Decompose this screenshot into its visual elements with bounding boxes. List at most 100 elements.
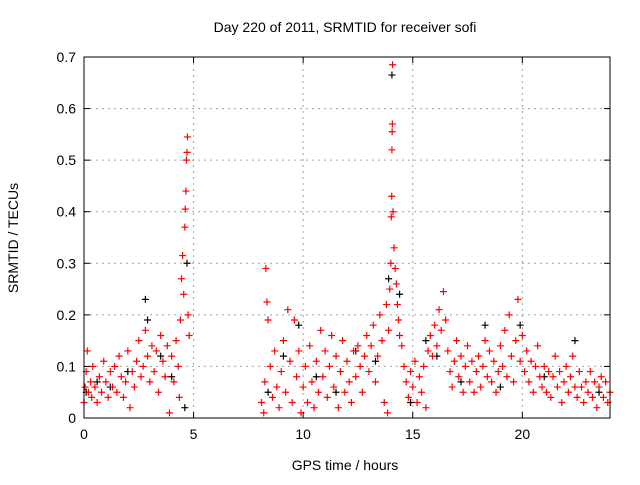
data-point-filtered bbox=[536, 373, 544, 381]
data-point-all bbox=[388, 71, 396, 79]
data-point-filtered bbox=[597, 373, 605, 381]
data-point-filtered bbox=[293, 373, 301, 381]
data-point-filtered bbox=[295, 347, 303, 355]
data-point-filtered bbox=[534, 342, 542, 350]
data-point-all bbox=[181, 404, 189, 412]
data-point-filtered bbox=[299, 383, 307, 391]
data-point-filtered bbox=[428, 352, 436, 360]
data-point-filtered bbox=[582, 378, 590, 386]
data-point-filtered bbox=[413, 399, 421, 407]
data-point-filtered bbox=[148, 342, 156, 350]
data-point-filtered bbox=[450, 357, 458, 365]
data-point-filtered bbox=[139, 362, 147, 370]
data-point-filtered bbox=[315, 388, 323, 396]
data-point-filtered bbox=[182, 187, 190, 195]
data-point-all bbox=[141, 295, 149, 303]
data-point-filtered bbox=[388, 146, 396, 154]
data-point-filtered bbox=[323, 393, 331, 401]
data-point-filtered bbox=[521, 368, 529, 376]
data-point-all bbox=[93, 378, 101, 386]
data-point-filtered bbox=[551, 352, 559, 360]
data-point-all bbox=[183, 259, 191, 267]
data-point-filtered bbox=[264, 316, 272, 324]
data-point-filtered bbox=[503, 373, 511, 381]
data-point-filtered bbox=[157, 331, 165, 339]
y-tick-label: 0.6 bbox=[57, 101, 77, 117]
data-point-filtered bbox=[494, 368, 502, 376]
data-point-filtered bbox=[284, 306, 292, 314]
data-point-all bbox=[371, 357, 379, 365]
data-point-filtered bbox=[163, 342, 171, 350]
data-point-filtered bbox=[150, 368, 158, 376]
data-point-filtered bbox=[446, 368, 454, 376]
data-point-filtered bbox=[319, 373, 327, 381]
data-point-filtered bbox=[102, 378, 110, 386]
data-point-filtered bbox=[538, 383, 546, 391]
data-point-filtered bbox=[385, 326, 393, 334]
data-point-filtered bbox=[275, 404, 283, 412]
data-point-filtered bbox=[130, 383, 138, 391]
data-point-filtered bbox=[144, 352, 152, 360]
x-tick-label: 5 bbox=[190, 426, 198, 442]
data-point-filtered bbox=[387, 259, 395, 267]
data-point-filtered bbox=[398, 342, 406, 350]
data-point-filtered bbox=[89, 362, 97, 370]
data-point-filtered bbox=[258, 399, 266, 407]
y-tick-label: 0.3 bbox=[57, 255, 77, 271]
grid bbox=[84, 57, 610, 418]
data-point-filtered bbox=[165, 409, 173, 417]
data-point-filtered bbox=[98, 388, 106, 396]
data-point-filtered bbox=[444, 347, 452, 355]
data-point-filtered bbox=[266, 362, 274, 370]
data-point-filtered bbox=[457, 352, 465, 360]
data-point-filtered bbox=[468, 357, 476, 365]
data-point-filtered bbox=[304, 399, 312, 407]
data-point-filtered bbox=[91, 383, 99, 391]
data-point-filtered bbox=[367, 342, 375, 350]
data-point-filtered bbox=[388, 120, 396, 128]
data-point-filtered bbox=[602, 378, 610, 386]
data-point-filtered bbox=[87, 378, 95, 386]
data-point-filtered bbox=[175, 393, 183, 401]
data-point-filtered bbox=[466, 378, 474, 386]
plot-frame bbox=[83, 56, 611, 419]
y-tick-label: 0.5 bbox=[57, 152, 77, 168]
data-point-filtered bbox=[376, 311, 384, 319]
data-point-filtered bbox=[571, 383, 579, 391]
data-point-filtered bbox=[168, 352, 176, 360]
data-point-all bbox=[457, 378, 465, 386]
data-point-filtered bbox=[591, 378, 599, 386]
data-point-filtered bbox=[310, 404, 318, 412]
data-point-filtered bbox=[455, 373, 463, 381]
x-tick-label: 0 bbox=[80, 426, 88, 442]
data-point-filtered bbox=[496, 342, 504, 350]
data-point-filtered bbox=[378, 337, 386, 345]
data-point-filtered bbox=[262, 264, 270, 272]
data-point-filtered bbox=[510, 378, 518, 386]
data-point-filtered bbox=[384, 409, 392, 417]
data-point-filtered bbox=[418, 388, 426, 396]
data-point-filtered bbox=[560, 378, 568, 386]
y-axis-label: SRMTID / TECUs bbox=[5, 183, 21, 293]
data-point-filtered bbox=[358, 388, 366, 396]
data-point-filtered bbox=[472, 368, 480, 376]
data-point-filtered bbox=[182, 156, 190, 164]
data-point-filtered bbox=[371, 378, 379, 386]
data-point-all bbox=[264, 388, 272, 396]
data-point-filtered bbox=[117, 373, 125, 381]
data-point-filtered bbox=[93, 399, 101, 407]
data-point-filtered bbox=[437, 326, 445, 334]
data-point-all bbox=[396, 290, 404, 298]
data-point-filtered bbox=[470, 388, 478, 396]
data-point-filtered bbox=[124, 347, 132, 355]
data-point-filtered bbox=[475, 352, 482, 360]
data-point-filtered bbox=[288, 399, 296, 407]
data-point-filtered bbox=[111, 362, 119, 370]
data-point-filtered bbox=[448, 383, 456, 391]
data-point-filtered bbox=[100, 357, 108, 365]
data-point-filtered bbox=[407, 368, 415, 376]
data-point-filtered bbox=[332, 352, 340, 360]
data-point-filtered bbox=[81, 383, 89, 391]
data-point-filtered bbox=[119, 393, 127, 401]
data-point-filtered bbox=[106, 368, 114, 376]
